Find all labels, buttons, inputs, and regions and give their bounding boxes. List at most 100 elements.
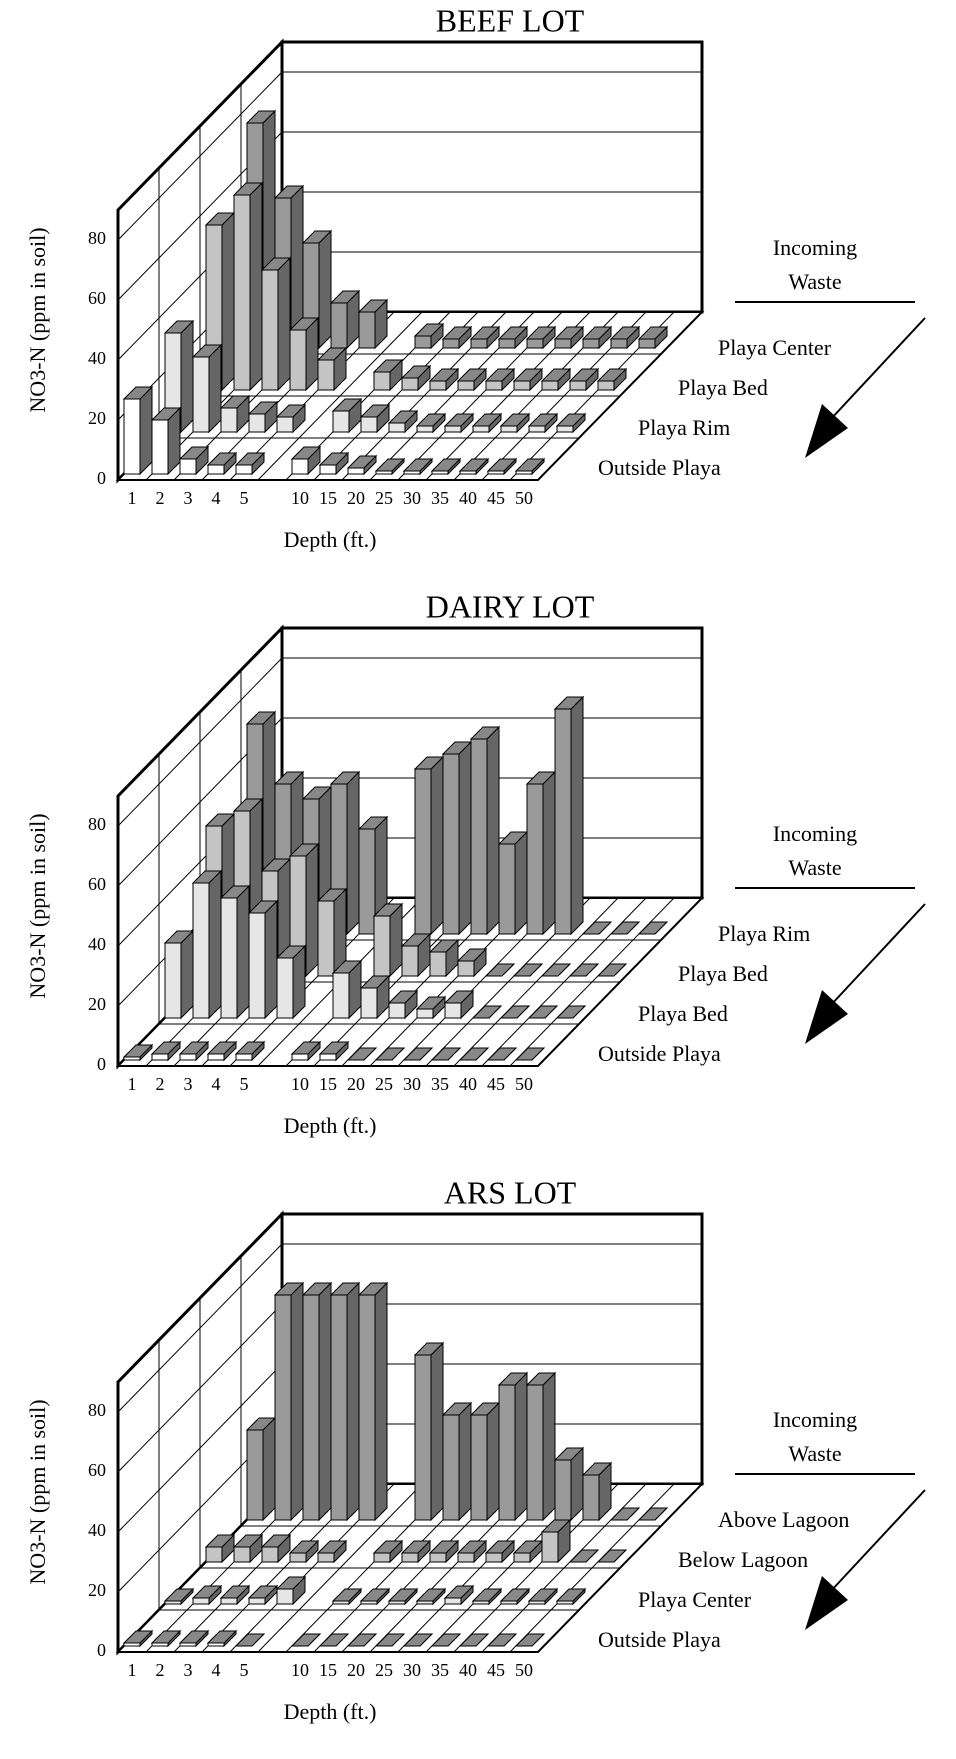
y-tick-label: 60 (88, 288, 106, 308)
bar-top (402, 1633, 434, 1647)
bar (388, 1002, 406, 1019)
x-tick-label: 45 (487, 1660, 505, 1680)
floor-line (257, 311, 423, 481)
bar (220, 1597, 238, 1605)
bar (192, 356, 210, 433)
bar (276, 957, 294, 1019)
bar-side (180, 319, 194, 434)
legend-label: Playa Rim (718, 921, 810, 946)
legend-label: Outside Playa (598, 1041, 721, 1066)
bar (526, 338, 544, 349)
bar-top (458, 1633, 490, 1647)
bar (207, 1642, 225, 1647)
bar-side (430, 755, 444, 936)
bar-top (637, 921, 669, 935)
y-tick-label: 20 (88, 1580, 106, 1600)
bar-top (402, 1047, 434, 1061)
bar-side (346, 770, 360, 936)
x-tick-label: 15 (319, 488, 337, 508)
bar (205, 1546, 223, 1563)
x-tick-label: 40 (459, 1074, 477, 1094)
bar (332, 410, 350, 433)
bar (330, 302, 348, 349)
legend-label: Above Lagoon (718, 1507, 849, 1532)
bar (164, 942, 182, 1019)
legend-label: Outside Playa (598, 1627, 721, 1652)
bar (319, 464, 337, 475)
legend-label: Playa Center (718, 335, 832, 360)
bar-side (542, 1371, 556, 1522)
bar (500, 1600, 518, 1605)
bar (151, 1642, 169, 1647)
x-tick-label: 40 (459, 1660, 477, 1680)
bar (164, 1600, 182, 1605)
bar (541, 380, 559, 391)
bar (233, 1546, 251, 1563)
bar (330, 1294, 348, 1521)
bar-side (514, 1371, 528, 1522)
bar (556, 1600, 574, 1605)
y-tick-label: 40 (88, 348, 106, 368)
bar-top (290, 1633, 322, 1647)
bar (416, 1600, 434, 1605)
bar-side (486, 1401, 500, 1522)
x-tick-label: 4 (212, 488, 221, 508)
y-tick-label: 20 (88, 994, 106, 1014)
bar-side (486, 725, 500, 936)
bar (459, 470, 477, 475)
bar-side (249, 181, 263, 392)
bar-side (346, 1281, 360, 1522)
legend-label: Outside Playa (598, 455, 721, 480)
bar (416, 1008, 434, 1019)
bar (360, 416, 378, 433)
bar (470, 1414, 488, 1521)
x-tick-label: 35 (431, 488, 449, 508)
bar (261, 269, 279, 391)
bar (472, 425, 490, 433)
bar (261, 1546, 279, 1563)
bar (416, 425, 434, 433)
x-tick-label: 15 (319, 1074, 337, 1094)
arrow-head (805, 1576, 848, 1630)
bar (388, 1600, 406, 1605)
bar (375, 470, 393, 475)
bar (291, 1053, 309, 1061)
bar (388, 422, 406, 433)
x-tick-label: 1 (128, 1660, 137, 1680)
legend-label: Playa Center (638, 1587, 752, 1612)
bar (289, 329, 307, 391)
bar (554, 708, 572, 935)
grid-line (117, 657, 702, 827)
bar (528, 1600, 546, 1605)
bar (431, 470, 449, 475)
bar-side (374, 1281, 388, 1522)
bar (192, 1597, 210, 1605)
y-tick-label: 40 (88, 1520, 106, 1540)
bar-side (290, 1281, 304, 1522)
bar-top (346, 1633, 378, 1647)
bar-side (277, 256, 291, 392)
x-tick-label: 20 (347, 1074, 365, 1094)
arrow-head (805, 404, 848, 458)
bar (429, 380, 447, 391)
grid-line (117, 71, 702, 241)
x-tick-label: 2 (156, 488, 165, 508)
bar (291, 458, 309, 475)
x-tick-label: 2 (156, 1074, 165, 1094)
bar (401, 945, 419, 977)
x-tick-label: 3 (184, 488, 193, 508)
x-tick-label: 20 (347, 488, 365, 508)
bar-side (236, 884, 250, 1020)
bar-top (234, 1633, 266, 1647)
bar (513, 380, 531, 391)
bar (332, 972, 350, 1019)
y-tick-label: 80 (88, 814, 106, 834)
x-tick-label: 50 (515, 1074, 533, 1094)
annotation: Waste (788, 855, 841, 880)
legend-label: Playa Rim (638, 415, 730, 440)
bar (528, 425, 546, 433)
bar (373, 1552, 391, 1563)
bar (569, 380, 587, 391)
